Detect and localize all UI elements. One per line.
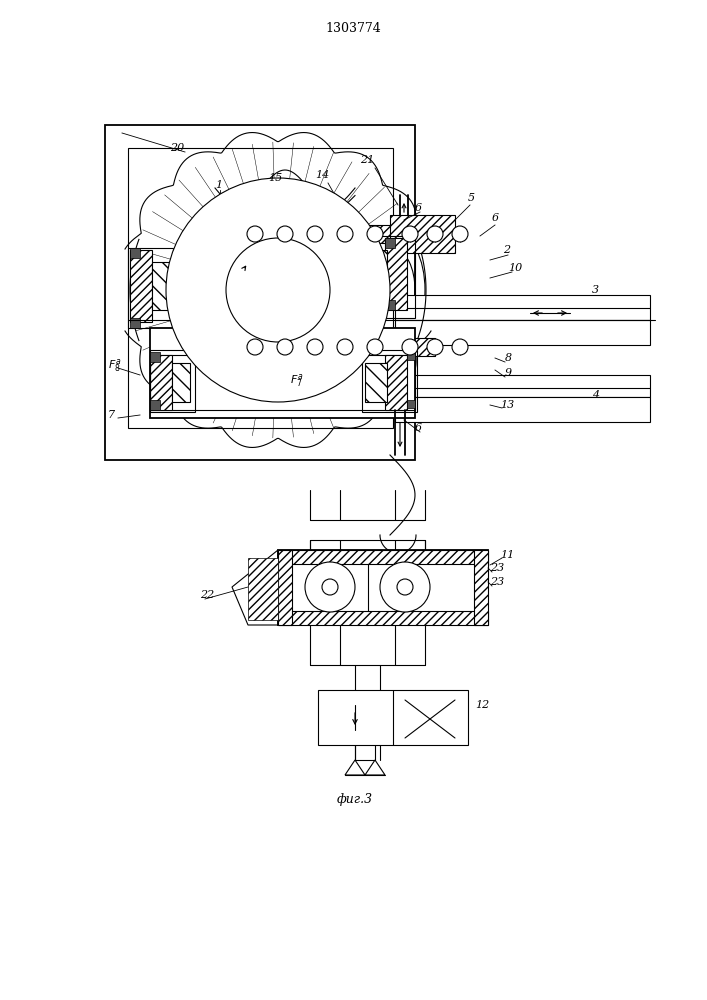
Text: 2: 2 bbox=[503, 245, 510, 255]
Circle shape bbox=[380, 562, 430, 612]
Circle shape bbox=[337, 339, 353, 355]
Bar bbox=[385, 355, 407, 410]
Text: $F_8^a$: $F_8^a$ bbox=[108, 357, 122, 373]
Circle shape bbox=[397, 579, 413, 595]
Circle shape bbox=[305, 562, 355, 612]
Text: 9: 9 bbox=[505, 368, 512, 378]
Text: 3: 3 bbox=[592, 285, 599, 295]
Bar bbox=[128, 248, 173, 328]
Circle shape bbox=[247, 226, 263, 242]
Bar bbox=[150, 355, 415, 410]
Circle shape bbox=[427, 339, 443, 355]
Circle shape bbox=[307, 339, 323, 355]
Text: 4: 4 bbox=[592, 390, 599, 400]
Text: 23: 23 bbox=[490, 563, 504, 573]
Bar bbox=[407, 400, 415, 408]
Circle shape bbox=[402, 226, 418, 242]
Text: 10: 10 bbox=[508, 263, 522, 273]
Bar bbox=[365, 363, 387, 402]
Text: 5: 5 bbox=[468, 193, 475, 203]
Bar bbox=[385, 238, 407, 310]
Bar bbox=[150, 352, 160, 362]
Bar bbox=[130, 248, 140, 258]
Bar bbox=[128, 148, 393, 428]
Circle shape bbox=[367, 226, 383, 242]
Bar bbox=[278, 550, 292, 625]
Bar bbox=[395, 397, 650, 422]
Bar bbox=[278, 550, 488, 564]
Bar bbox=[362, 252, 370, 260]
Circle shape bbox=[402, 339, 418, 355]
Bar bbox=[362, 350, 417, 412]
Bar bbox=[150, 328, 415, 418]
Bar bbox=[130, 250, 152, 322]
Bar bbox=[248, 558, 278, 620]
Text: 6: 6 bbox=[415, 423, 422, 433]
Bar bbox=[150, 355, 172, 410]
Bar bbox=[407, 352, 415, 360]
Bar bbox=[220, 225, 435, 243]
Circle shape bbox=[226, 238, 330, 342]
Circle shape bbox=[452, 226, 468, 242]
Bar bbox=[395, 375, 650, 397]
Bar bbox=[395, 320, 650, 345]
Text: 23: 23 bbox=[490, 577, 504, 587]
Text: 14: 14 bbox=[315, 170, 329, 180]
Bar bbox=[362, 296, 370, 304]
Circle shape bbox=[277, 226, 293, 242]
Bar bbox=[105, 125, 415, 460]
Text: 13: 13 bbox=[500, 400, 514, 410]
Circle shape bbox=[427, 226, 443, 242]
Text: 6: 6 bbox=[492, 213, 499, 223]
Bar bbox=[365, 250, 387, 298]
Bar bbox=[152, 262, 170, 310]
Circle shape bbox=[166, 178, 390, 402]
Circle shape bbox=[307, 226, 323, 242]
Text: 1303774: 1303774 bbox=[325, 21, 381, 34]
Bar bbox=[360, 236, 415, 318]
Bar bbox=[150, 350, 195, 412]
Text: $F_7^a$: $F_7^a$ bbox=[290, 371, 303, 388]
Polygon shape bbox=[232, 550, 278, 625]
Bar bbox=[385, 238, 395, 248]
Circle shape bbox=[277, 339, 293, 355]
Text: 12: 12 bbox=[475, 700, 489, 710]
Circle shape bbox=[452, 339, 468, 355]
Bar bbox=[385, 300, 395, 310]
Bar bbox=[390, 215, 455, 253]
Circle shape bbox=[367, 339, 383, 355]
Bar bbox=[150, 400, 160, 410]
Text: 1: 1 bbox=[215, 180, 222, 190]
Text: 6: 6 bbox=[415, 203, 422, 213]
Text: 21: 21 bbox=[360, 155, 374, 165]
Text: 20: 20 bbox=[170, 143, 185, 153]
Bar bbox=[278, 611, 488, 625]
Text: фиг.3: фиг.3 bbox=[337, 794, 373, 806]
Circle shape bbox=[337, 226, 353, 242]
Text: 7: 7 bbox=[108, 410, 115, 420]
Bar bbox=[395, 295, 650, 320]
Text: 15: 15 bbox=[268, 173, 282, 183]
Bar bbox=[318, 690, 468, 745]
Circle shape bbox=[247, 339, 263, 355]
Bar bbox=[278, 550, 488, 625]
Bar bbox=[220, 338, 435, 356]
Text: 22: 22 bbox=[200, 590, 214, 600]
Circle shape bbox=[322, 579, 338, 595]
Bar bbox=[474, 550, 488, 625]
Text: 8: 8 bbox=[505, 353, 512, 363]
Text: 11: 11 bbox=[500, 550, 514, 560]
Bar bbox=[130, 318, 140, 328]
Bar bbox=[172, 363, 190, 402]
